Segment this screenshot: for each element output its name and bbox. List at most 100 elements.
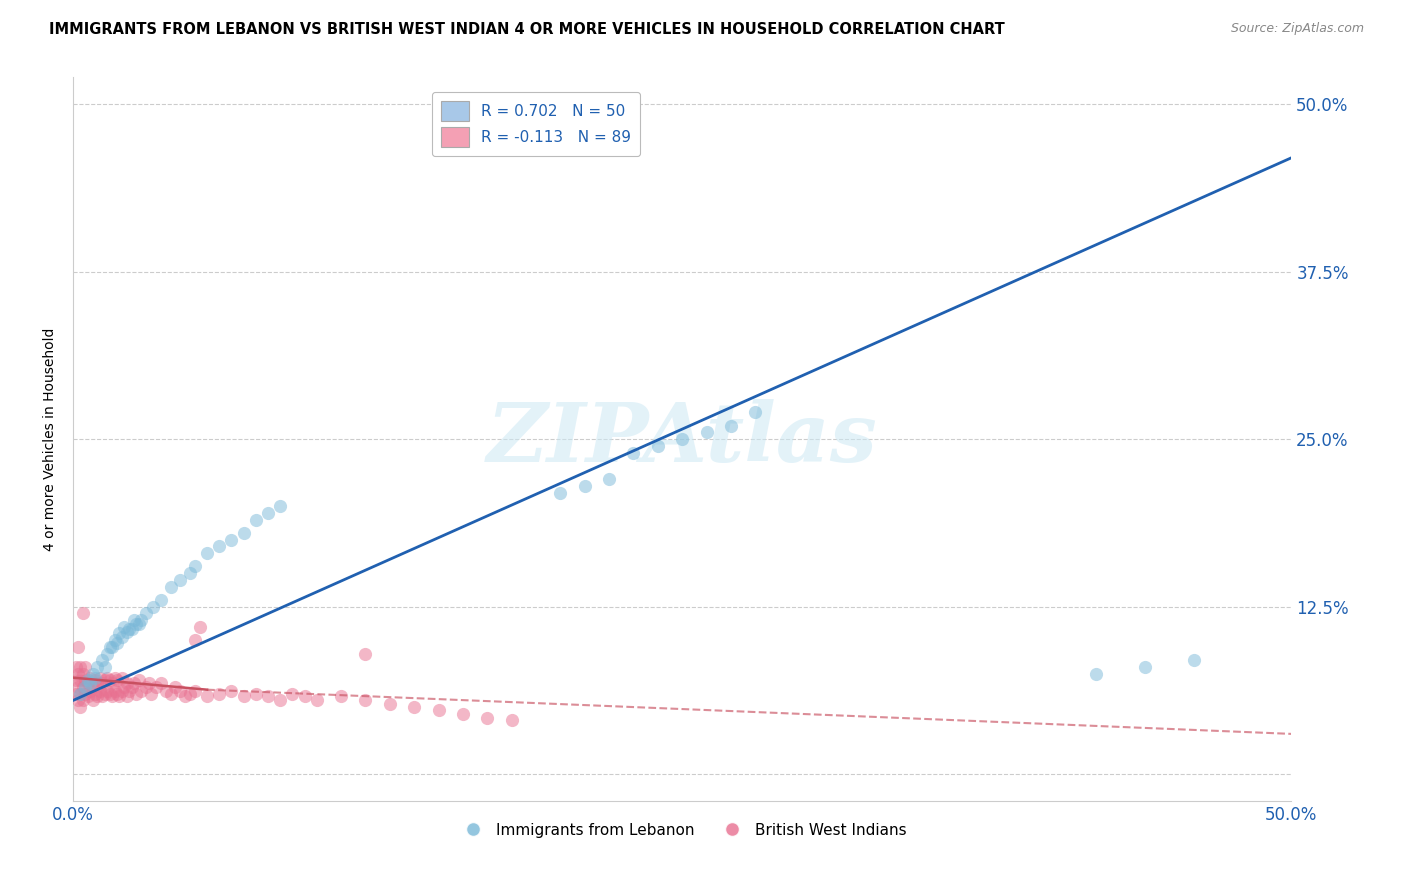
Point	[75, 687, 97, 701]
Point	[91, 690, 114, 704]
Point	[744, 405, 766, 419]
Point	[135, 607, 157, 621]
Point	[69, 660, 91, 674]
Point	[221, 533, 243, 547]
Point	[354, 647, 377, 661]
Point	[86, 676, 108, 690]
Point	[1133, 660, 1156, 674]
Point	[149, 676, 172, 690]
Point	[720, 418, 742, 433]
Point	[257, 690, 280, 704]
Point	[75, 673, 97, 688]
Point	[72, 680, 94, 694]
Point	[91, 676, 114, 690]
Point	[66, 640, 89, 654]
Point	[115, 625, 138, 640]
Point	[76, 673, 98, 688]
Point	[269, 499, 291, 513]
Point	[111, 684, 134, 698]
Point	[69, 687, 91, 701]
Point	[118, 684, 141, 698]
Point	[66, 680, 89, 694]
Point	[159, 580, 181, 594]
Point	[72, 607, 94, 621]
Point	[281, 687, 304, 701]
Point	[75, 660, 97, 674]
Point	[1085, 666, 1108, 681]
Point	[195, 546, 218, 560]
Point	[404, 700, 426, 714]
Point	[89, 671, 111, 685]
Point	[354, 693, 377, 707]
Point	[121, 623, 143, 637]
Point	[79, 684, 101, 698]
Point	[98, 687, 121, 701]
Point	[75, 680, 97, 694]
Point	[105, 673, 128, 688]
Point	[1182, 653, 1205, 667]
Point	[82, 693, 104, 707]
Point	[84, 673, 107, 688]
Point	[98, 640, 121, 654]
Point	[105, 687, 128, 701]
Point	[69, 700, 91, 714]
Point	[245, 512, 267, 526]
Point	[169, 684, 191, 698]
Point	[477, 711, 499, 725]
Point	[69, 673, 91, 688]
Point	[91, 653, 114, 667]
Point	[427, 703, 450, 717]
Point	[86, 660, 108, 674]
Point	[294, 690, 316, 704]
Point	[195, 690, 218, 704]
Point	[128, 673, 150, 688]
Point	[208, 687, 231, 701]
Point	[103, 633, 125, 648]
Point	[574, 479, 596, 493]
Point	[89, 684, 111, 698]
Point	[257, 506, 280, 520]
Point	[76, 690, 98, 704]
Point	[155, 684, 177, 698]
Point	[269, 693, 291, 707]
Point	[76, 676, 98, 690]
Point	[94, 687, 117, 701]
Point	[65, 673, 87, 688]
Point	[671, 432, 693, 446]
Point	[105, 636, 128, 650]
Point	[125, 617, 148, 632]
Point	[112, 620, 135, 634]
Point	[103, 671, 125, 685]
Point	[188, 620, 211, 634]
Point	[139, 687, 162, 701]
Point	[179, 687, 201, 701]
Point	[138, 676, 160, 690]
Point	[245, 687, 267, 701]
Point	[623, 445, 645, 459]
Point	[647, 439, 669, 453]
Point	[696, 425, 718, 440]
Point	[98, 673, 121, 688]
Point	[115, 676, 138, 690]
Point	[101, 640, 124, 654]
Point	[121, 680, 143, 694]
Point	[135, 680, 157, 694]
Point	[131, 613, 153, 627]
Point	[145, 680, 167, 694]
Point	[122, 613, 145, 627]
Point	[96, 671, 118, 685]
Point	[184, 684, 207, 698]
Point	[232, 525, 254, 540]
Point	[159, 687, 181, 701]
Point	[108, 626, 131, 640]
Point	[96, 647, 118, 661]
Point	[108, 690, 131, 704]
Point	[86, 690, 108, 704]
Point	[82, 680, 104, 694]
Point	[305, 693, 328, 707]
Point	[82, 666, 104, 681]
Point	[103, 684, 125, 698]
Point	[94, 673, 117, 688]
Legend: Immigrants from Lebanon, British West Indians: Immigrants from Lebanon, British West In…	[451, 817, 912, 844]
Point	[149, 593, 172, 607]
